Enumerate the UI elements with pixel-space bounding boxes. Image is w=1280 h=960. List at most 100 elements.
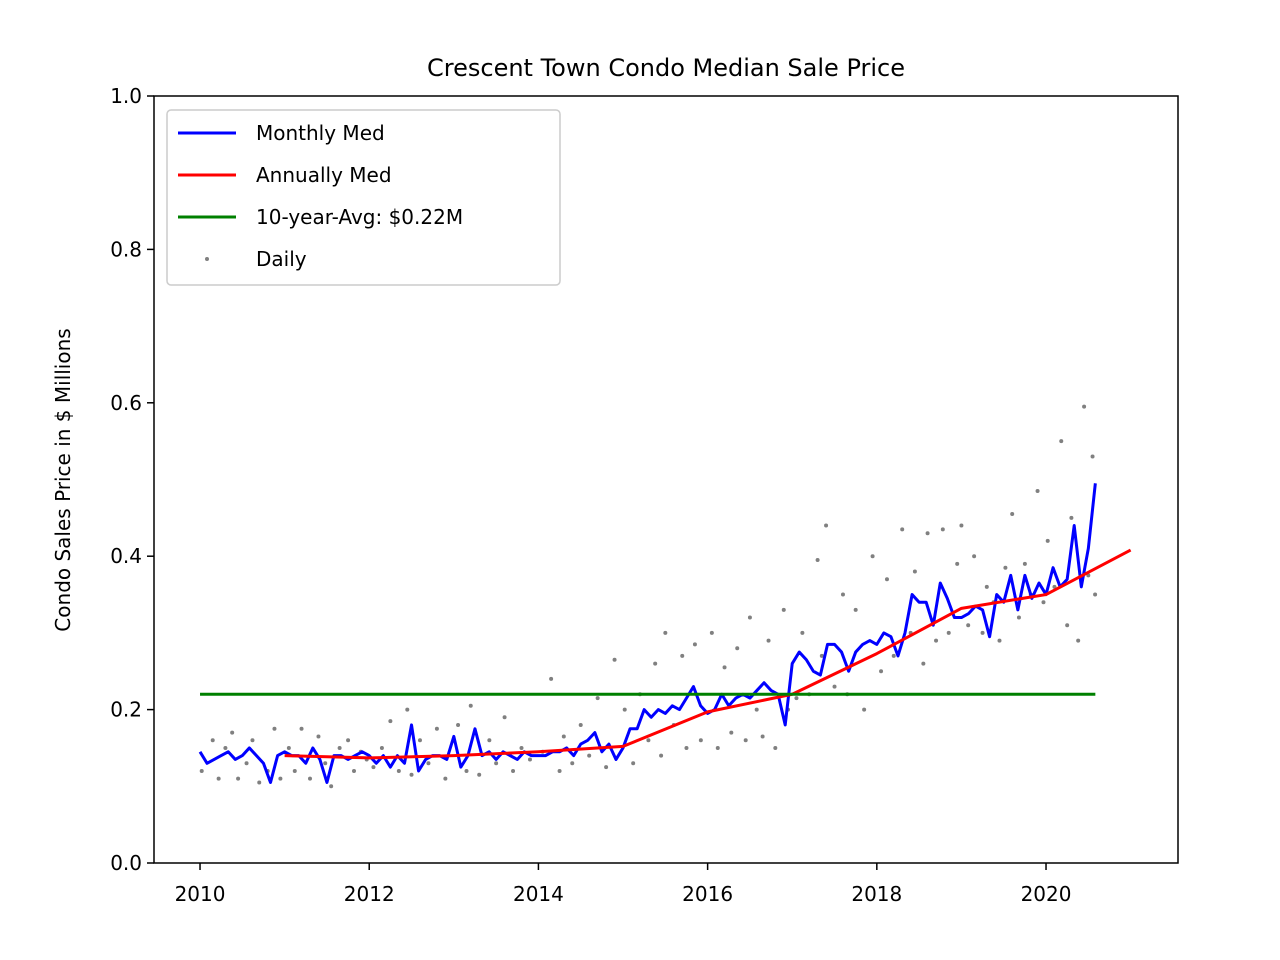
daily-point: [250, 738, 255, 743]
daily-point: [663, 630, 668, 635]
y-axis-label: Condo Sales Price in $ Millions: [51, 328, 75, 631]
daily-point: [396, 768, 401, 773]
daily-point: [595, 696, 600, 701]
y-tick-label: 0.6: [110, 391, 142, 415]
daily-point: [1090, 454, 1095, 459]
daily-point: [570, 761, 575, 766]
daily-point: [946, 630, 951, 635]
daily-point: [853, 607, 858, 612]
daily-point: [468, 703, 473, 708]
daily-point: [329, 784, 334, 789]
daily-point: [934, 638, 939, 643]
daily-point: [236, 776, 241, 781]
daily-point: [735, 646, 740, 651]
daily-point: [557, 768, 562, 773]
daily-point: [477, 772, 482, 777]
daily-point: [1059, 439, 1064, 444]
daily-point: [925, 531, 930, 536]
y-tick-label: 1.0: [110, 84, 142, 108]
daily-point: [299, 726, 304, 731]
daily-point: [210, 738, 215, 743]
daily-point: [1076, 638, 1081, 643]
daily-point: [984, 584, 989, 589]
daily-point: [715, 745, 720, 750]
y-tick-label: 0.4: [110, 544, 142, 568]
daily-point: [371, 765, 376, 770]
daily-point: [292, 768, 297, 773]
x-tick-label: 2012: [344, 882, 395, 906]
daily-point: [980, 630, 985, 635]
daily-point: [692, 642, 697, 647]
daily-point: [278, 776, 283, 781]
daily-point: [680, 653, 685, 658]
daily-point: [760, 734, 765, 739]
daily-point: [884, 577, 889, 582]
y-tick-label: 0.8: [110, 237, 142, 261]
daily-point: [766, 638, 771, 643]
daily-point: [230, 730, 235, 735]
daily-point: [494, 761, 499, 766]
daily-point: [862, 707, 867, 712]
daily-point: [966, 623, 971, 628]
legend-box: [166, 109, 561, 286]
daily-point: [549, 676, 554, 681]
daily-point: [199, 768, 204, 773]
daily-point: [612, 657, 617, 662]
daily-point: [794, 696, 799, 701]
daily-point: [747, 615, 752, 620]
daily-point: [1041, 600, 1046, 605]
legend-label: Annually Med: [256, 163, 392, 187]
daily-point: [257, 780, 262, 785]
legend-label: 10-year-Avg: $0.22M: [256, 205, 463, 229]
daily-point: [316, 734, 321, 739]
daily-point: [959, 523, 964, 528]
daily-point: [870, 554, 875, 559]
x-tick-label: 2016: [682, 882, 733, 906]
x-tick-label: 2014: [513, 882, 564, 906]
daily-point: [891, 653, 896, 658]
daily-point: [286, 745, 291, 750]
daily-point: [244, 761, 249, 766]
x-tick-label: 2018: [851, 882, 902, 906]
daily-point: [722, 665, 727, 670]
daily-point: [940, 527, 945, 532]
daily-point: [781, 607, 786, 612]
daily-point: [729, 730, 734, 735]
daily-point: [840, 592, 845, 597]
daily-point: [337, 745, 342, 750]
daily-point: [388, 719, 393, 724]
daily-point: [323, 761, 328, 766]
daily-point: [646, 738, 651, 743]
plot-frame: [153, 95, 1179, 864]
daily-point: [955, 561, 960, 566]
daily-point: [405, 707, 410, 712]
daily-point: [684, 745, 689, 750]
daily-point: [1052, 584, 1057, 589]
y-tick-label: 0.0: [110, 851, 142, 875]
daily-point: [879, 669, 884, 674]
daily-point: [417, 738, 422, 743]
daily-point: [519, 745, 524, 750]
daily-point: [308, 776, 313, 781]
daily-point: [443, 776, 448, 781]
daily-point: [622, 707, 627, 712]
daily-point: [351, 768, 356, 773]
daily-point: [819, 653, 824, 658]
daily-point: [1069, 515, 1074, 520]
daily-point: [659, 753, 664, 758]
daily-point: [698, 738, 703, 743]
daily-point: [1016, 615, 1021, 620]
daily-point: [1022, 561, 1027, 566]
daily-point: [434, 726, 439, 731]
daily-point: [900, 527, 905, 532]
daily-point: [1035, 489, 1040, 494]
daily-point: [631, 761, 636, 766]
daily-point: [1045, 538, 1050, 543]
daily-point: [464, 768, 469, 773]
daily-point: [223, 745, 228, 750]
daily-point: [773, 745, 778, 750]
legend-label: Monthly Med: [256, 121, 385, 145]
daily-point: [379, 745, 384, 750]
daily-point: [800, 630, 805, 635]
